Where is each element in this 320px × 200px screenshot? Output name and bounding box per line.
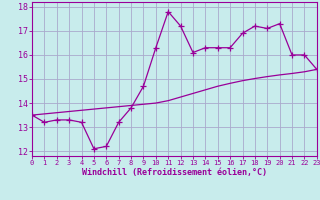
X-axis label: Windchill (Refroidissement éolien,°C): Windchill (Refroidissement éolien,°C) [82,168,267,177]
